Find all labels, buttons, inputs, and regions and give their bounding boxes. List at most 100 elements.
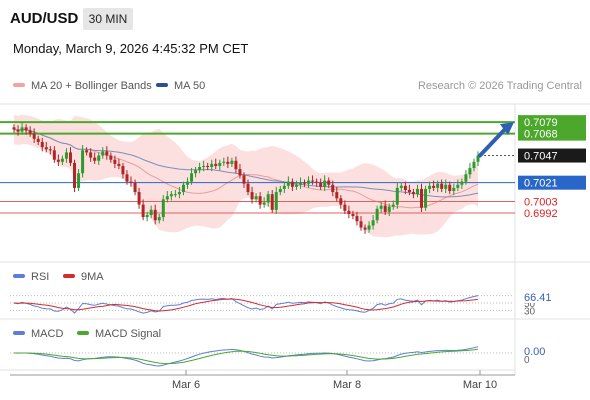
candle-body — [32, 133, 36, 139]
macd-value: 0.00 — [524, 346, 545, 358]
candle-body — [476, 155, 480, 162]
candle-body — [347, 210, 351, 214]
candle-body — [121, 165, 125, 175]
legend-macd-signal-label: MACD Signal — [95, 328, 162, 340]
candle-body — [403, 185, 407, 190]
candle-body — [44, 147, 48, 150]
candle-body — [331, 184, 335, 193]
candle-body — [339, 198, 343, 205]
candle-body — [335, 192, 339, 199]
candle-body — [73, 162, 77, 188]
ma50-line — [13, 128, 479, 198]
candle-body — [424, 188, 428, 208]
candle-body — [226, 161, 230, 164]
candle-body — [125, 174, 129, 182]
candle-body — [278, 188, 282, 193]
candle-body — [165, 196, 169, 200]
candle-body — [105, 151, 109, 156]
candle-body — [399, 185, 403, 188]
candle-body — [153, 209, 157, 221]
candle-body — [290, 181, 294, 187]
candle-body — [190, 173, 194, 182]
candle-body — [185, 181, 189, 185]
candle-body — [210, 163, 214, 168]
level-tag-resistance — [518, 115, 586, 130]
candle-body — [375, 208, 379, 221]
candle-body — [407, 189, 411, 193]
candle-body — [274, 192, 278, 210]
candle-body — [420, 188, 424, 208]
candle-body — [440, 183, 444, 189]
candle-body — [359, 221, 363, 228]
macd-line — [13, 346, 479, 367]
candle-body — [242, 175, 246, 184]
candle-body — [28, 130, 32, 134]
candle-body — [97, 155, 101, 161]
candle-body — [270, 194, 274, 210]
candle-body — [149, 209, 153, 216]
rsi-9ma-line — [13, 298, 479, 312]
candle-body — [452, 187, 456, 192]
candle-body — [387, 206, 391, 212]
candle-body — [177, 192, 181, 195]
ma50-swatch — [156, 83, 168, 88]
candle-body — [371, 220, 375, 226]
candle-body — [472, 161, 476, 169]
legend-9ma-label: 9MA — [81, 271, 104, 283]
candle-body — [202, 165, 206, 168]
candle-body — [363, 227, 367, 230]
candle-body — [77, 173, 81, 188]
candle-body — [311, 180, 315, 182]
legend-macd-signal: MACD Signal — [77, 328, 161, 340]
candle-body — [117, 163, 121, 166]
last-price-tag — [518, 148, 586, 163]
candle-body — [307, 180, 311, 184]
candle-body — [206, 165, 210, 168]
candle-body — [258, 196, 262, 205]
candle-body — [250, 192, 254, 200]
candle-body — [161, 199, 165, 218]
macd-signal-line — [14, 348, 479, 365]
macd-zero-label: 0 — [524, 355, 530, 366]
candle-body — [436, 183, 440, 188]
candle-body — [428, 185, 432, 189]
candle-body — [319, 182, 323, 187]
candle-body — [52, 150, 56, 160]
candle-body — [85, 150, 89, 153]
legend-bollinger: MA 20 + Bollinger Bands — [13, 80, 152, 92]
bollinger-band — [14, 114, 478, 238]
candle-body — [383, 205, 387, 212]
candle-body — [464, 174, 468, 182]
level-label-resistance: 0.7079 — [524, 117, 558, 129]
candle-body — [327, 180, 331, 185]
x-tick-label: Mar 8 — [333, 379, 361, 391]
forecast-arrow-head — [500, 122, 514, 136]
candle-body — [315, 181, 319, 183]
candle-body — [234, 160, 238, 170]
candle-body — [101, 151, 105, 156]
level-label-pivot: 0.7021 — [524, 178, 558, 190]
candle-body — [262, 202, 266, 205]
candle-body — [355, 216, 359, 222]
legend-rsi-label: RSI — [31, 271, 50, 283]
datetime-label: Monday, March 9, 2026 4:45:32 PM CET — [13, 41, 249, 56]
support-label: 0.7003 — [524, 196, 558, 208]
signal-swatch — [77, 331, 89, 336]
pair-title: AUD/USD — [10, 10, 79, 27]
candle-body — [254, 196, 258, 200]
legend-macd: MACD — [13, 328, 63, 340]
candle-body — [266, 194, 270, 203]
x-tick-label: Mar 6 — [172, 379, 200, 391]
candle-body — [68, 152, 72, 163]
legend-9ma: 9MA — [63, 271, 104, 283]
candle-body — [222, 161, 226, 163]
candle-body — [40, 141, 44, 148]
timeframe-badge[interactable]: 30 MIN — [83, 8, 133, 30]
x-tick-label: Mar 10 — [463, 379, 497, 391]
candle-body — [81, 150, 85, 174]
rsi-value-bg — [518, 290, 578, 303]
candle-body — [432, 185, 436, 188]
candle-body — [194, 170, 198, 174]
candle-body — [415, 188, 419, 195]
